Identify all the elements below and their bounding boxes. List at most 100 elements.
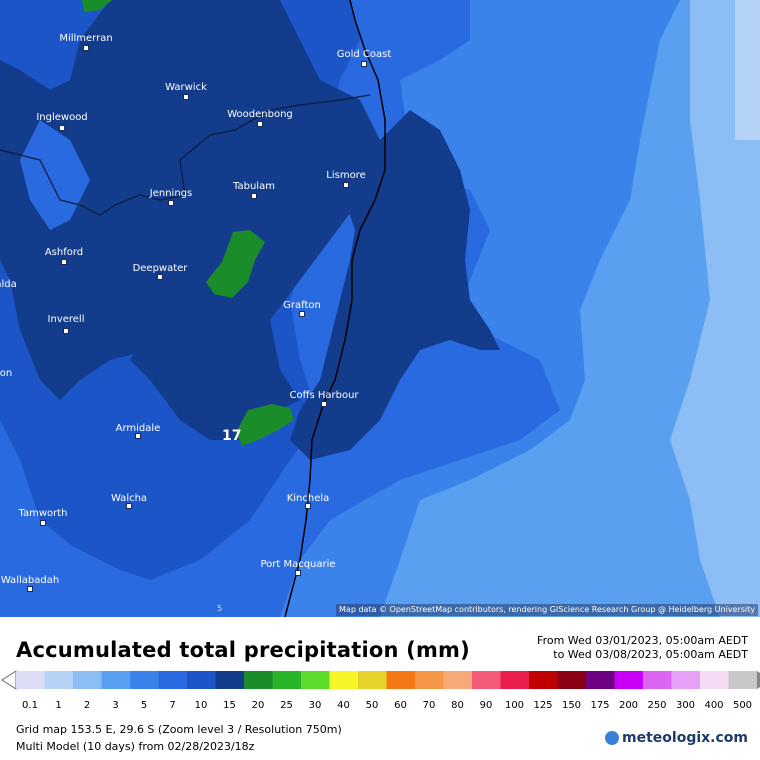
legend-swatch	[16, 671, 45, 689]
legend-tick-label: 7	[169, 700, 175, 710]
legend-tick-label: 60	[394, 700, 407, 710]
legend-tick-label: 5	[141, 700, 147, 710]
place-markers: Millmerran Gold Coast Warwick Inglewood Wood…	[0, 33, 391, 592]
time-range: From Wed 03/01/2023, 05:00am AEDT to Wed…	[537, 634, 748, 662]
place-marker	[63, 328, 69, 334]
place-marker	[59, 125, 65, 131]
place-marker	[40, 520, 46, 526]
highway-line	[284, 0, 386, 617]
legend-tick-label: 3	[112, 700, 118, 710]
legend-swatch	[557, 671, 586, 689]
place-label: Jennings	[149, 188, 192, 199]
legend-tick-label: 80	[451, 700, 464, 710]
place-label: Tamworth	[18, 508, 68, 519]
place-marker	[168, 200, 174, 206]
legend-swatch	[101, 671, 130, 689]
legend-swatch	[700, 671, 729, 689]
place-label: Gold Coast	[337, 49, 392, 60]
legend-tick-label: 200	[619, 700, 638, 710]
legend-arrow-left	[1, 670, 17, 690]
legend-swatch	[529, 671, 558, 689]
place-label: Inglewood	[36, 112, 87, 123]
legend-tick-label: 500	[733, 700, 752, 710]
legend-swatch	[586, 671, 615, 689]
max-value-label: 17	[222, 428, 241, 444]
legend-swatch	[614, 671, 643, 689]
legend-tick-label: 20	[252, 700, 265, 710]
logo-text: meteologix.com	[622, 730, 748, 746]
legend-tick-label: 175	[590, 700, 609, 710]
legend-swatch	[215, 671, 244, 689]
precip-legend: 0.1 1 2 3 5 7 10 15 20 25 30 40 50 60 70 80 90 100 125 150 1…	[0, 670, 760, 711]
legend-swatch	[301, 671, 330, 689]
place-marker	[61, 259, 67, 265]
precip-zone-20mm-south	[236, 404, 294, 446]
legend-tick-label: 1	[55, 700, 61, 710]
legend-scale: 0.1 1 2 3 5 7 10 15 20 25 30 40 50 60 70 80 90 100 125 150 1…	[1, 670, 760, 711]
map-attribution[interactable]: Map data © OpenStreetMap contributors, r…	[336, 604, 758, 616]
place-marker	[257, 121, 263, 127]
place-label: Port Macquarie	[260, 559, 335, 570]
edge-mark: 5	[217, 604, 222, 613]
legend-swatch	[244, 671, 273, 689]
legend-swatch	[443, 671, 472, 689]
legend-tick-label: 50	[366, 700, 379, 710]
precip-zone-15mm-central	[60, 0, 380, 440]
place-label: Lismore	[326, 170, 365, 181]
legend-arrow-right	[757, 671, 760, 689]
legend-swatch	[415, 671, 444, 689]
legend-swatch	[358, 671, 387, 689]
legend-tick-label: 30	[309, 700, 322, 710]
precip-zone-15mm-east	[290, 110, 500, 460]
globe-icon	[605, 731, 620, 745]
place-label: Tabulam	[232, 181, 275, 192]
place-label: Grafton	[283, 300, 321, 311]
model-info: Multi Model (10 days) from 02/28/2023/18…	[16, 740, 255, 753]
legend-tick-label: 100	[505, 700, 524, 710]
place-label: Woodenbong	[227, 109, 293, 120]
legend-tick-label: 125	[533, 700, 552, 710]
place-marker	[343, 182, 349, 188]
place-label: Armidale	[116, 423, 161, 434]
precip-zone-20mm-north	[206, 230, 265, 298]
legend-tick-label: 40	[337, 700, 350, 710]
place-label: Coffs Harbour	[289, 390, 359, 401]
place-marker	[83, 45, 89, 51]
page-title: Accumulated total precipitation (mm)	[16, 638, 470, 662]
place-marker	[126, 503, 132, 509]
place-marker	[183, 94, 189, 100]
legend-tick-label: 2	[84, 700, 90, 710]
place-marker	[135, 433, 141, 439]
legend-tick-label: 25	[280, 700, 293, 710]
place-marker	[361, 61, 367, 67]
range-from: From Wed 03/01/2023, 05:00am AEDT	[537, 634, 748, 647]
place-label: Deepwater	[133, 263, 189, 274]
legend-swatch	[130, 671, 159, 689]
place-marker	[295, 570, 301, 576]
place-label: Ashford	[45, 247, 83, 258]
legend-swatch	[158, 671, 187, 689]
place-label: Inverell	[48, 314, 85, 325]
range-to: to Wed 03/08/2023, 05:00am AEDT	[553, 648, 748, 661]
legend-swatch	[272, 671, 301, 689]
legend-tick-label: 0.1	[22, 700, 38, 710]
legend-swatch	[187, 671, 216, 689]
place-label: Warwick	[165, 82, 207, 93]
precipitation-map[interactable]: Millmerran Gold Coast Warwick Inglewood Wood…	[0, 0, 760, 617]
place-marker	[321, 401, 327, 407]
legend-swatch	[472, 671, 501, 689]
place-marker	[299, 311, 305, 317]
legend-tick-label: 400	[704, 700, 723, 710]
place-label: on	[0, 368, 12, 379]
meteologix-logo[interactable]: meteologix.com	[605, 730, 748, 746]
place-label: alda	[0, 279, 17, 290]
place-marker	[251, 193, 257, 199]
legend-swatch	[643, 671, 672, 689]
grid-info: Grid map 153.5 E, 29.6 S (Zoom level 3 /…	[16, 723, 342, 736]
legend-tick-label: 15	[223, 700, 236, 710]
place-marker	[27, 586, 33, 592]
legend-swatch	[728, 671, 757, 689]
place-marker	[305, 503, 311, 509]
map-canvas: Millmerran Gold Coast Warwick Inglewood Wood…	[0, 0, 760, 617]
legend-tick-label: 250	[647, 700, 666, 710]
